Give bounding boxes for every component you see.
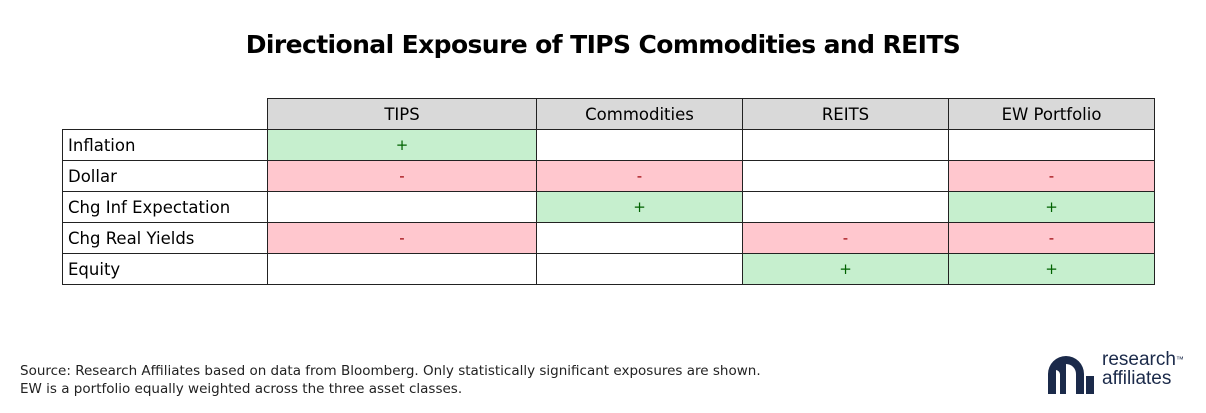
chart-title: Directional Exposure of TIPS Commodities… — [245, 30, 961, 59]
logo-mark-icon — [1048, 356, 1094, 394]
column-header: TIPS — [267, 98, 537, 130]
logo-wordmark: research™ affiliates — [1102, 350, 1184, 388]
column-header: Commodities — [536, 98, 743, 130]
empty-cell — [742, 160, 949, 192]
positive-exposure-cell: + — [536, 191, 743, 223]
empty-cell — [536, 129, 743, 161]
logo-line1: research — [1102, 349, 1176, 370]
column-header: REITS — [742, 98, 949, 130]
negative-exposure-cell: - — [948, 160, 1155, 192]
negative-exposure-cell: - — [267, 222, 537, 254]
source-line: Source: Research Affiliates based on dat… — [20, 363, 761, 379]
empty-cell — [742, 191, 949, 223]
row-label: Chg Real Yields — [62, 222, 268, 254]
empty-cell — [536, 253, 743, 285]
table-row: Inflation + — [62, 129, 1155, 161]
column-header: EW Portfolio — [948, 98, 1155, 130]
negative-exposure-cell: - — [267, 160, 537, 192]
row-label: Chg Inf Expectation — [62, 191, 268, 223]
positive-exposure-cell: + — [742, 253, 949, 285]
table-row: Dollar - - - — [62, 160, 1155, 192]
positive-exposure-cell: + — [267, 129, 537, 161]
table-row: Chg Inf Expectation + + — [62, 191, 1155, 223]
exposure-table: TIPS Commodities REITS EW Portfolio Infl… — [62, 98, 1155, 285]
negative-exposure-cell: - — [742, 222, 949, 254]
empty-cell — [267, 253, 537, 285]
empty-cell — [948, 129, 1155, 161]
table-row: Equity + + — [62, 253, 1155, 285]
empty-cell — [267, 191, 537, 223]
header-row: TIPS Commodities REITS EW Portfolio — [62, 98, 1155, 130]
source-note: Source: Research Affiliates based on dat… — [20, 362, 761, 398]
logo-line2: affiliates — [1102, 368, 1172, 389]
empty-cell — [536, 222, 743, 254]
corner-cell — [62, 98, 268, 130]
table-row: Chg Real Yields - - - — [62, 222, 1155, 254]
research-affiliates-logo: research™ affiliates — [1046, 350, 1196, 396]
row-label: Inflation — [62, 129, 268, 161]
positive-exposure-cell: + — [948, 191, 1155, 223]
row-label: Dollar — [62, 160, 268, 192]
source-line: EW is a portfolio equally weighted acros… — [20, 381, 463, 397]
negative-exposure-cell: - — [948, 222, 1155, 254]
row-label: Equity — [62, 253, 268, 285]
trademark-symbol: ™ — [1175, 355, 1184, 364]
empty-cell — [742, 129, 949, 161]
positive-exposure-cell: + — [948, 253, 1155, 285]
negative-exposure-cell: - — [536, 160, 743, 192]
